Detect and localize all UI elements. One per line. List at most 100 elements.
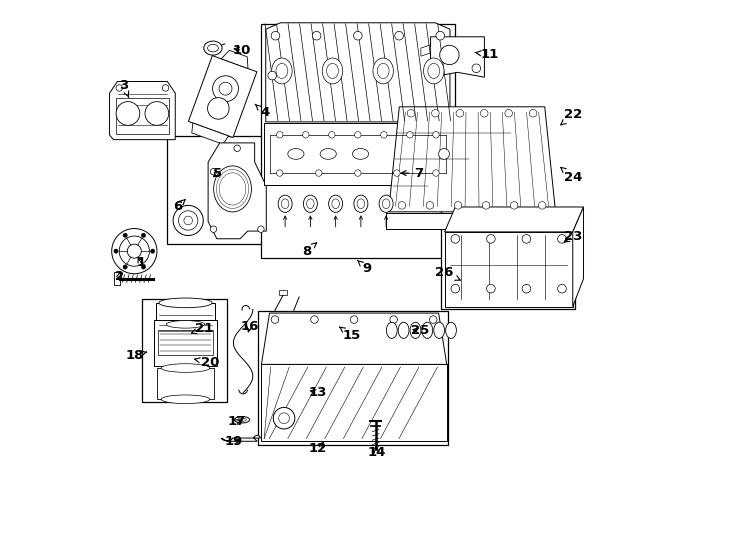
- Ellipse shape: [373, 58, 393, 84]
- Ellipse shape: [434, 322, 445, 339]
- Circle shape: [350, 316, 358, 323]
- Ellipse shape: [446, 322, 457, 339]
- Ellipse shape: [307, 199, 314, 208]
- Polygon shape: [573, 207, 584, 307]
- Circle shape: [538, 201, 546, 209]
- Circle shape: [433, 170, 439, 176]
- Polygon shape: [109, 82, 175, 140]
- Polygon shape: [114, 272, 120, 285]
- Circle shape: [119, 236, 150, 266]
- Text: 10: 10: [233, 44, 251, 57]
- Ellipse shape: [214, 166, 252, 212]
- Circle shape: [454, 201, 462, 209]
- Text: 24: 24: [561, 167, 582, 184]
- Circle shape: [234, 145, 241, 152]
- Circle shape: [302, 132, 309, 138]
- Circle shape: [407, 132, 413, 138]
- Text: 17: 17: [228, 415, 246, 428]
- FancyBboxPatch shape: [167, 137, 272, 244]
- Ellipse shape: [332, 199, 339, 208]
- Circle shape: [142, 265, 145, 269]
- Ellipse shape: [424, 58, 444, 84]
- Ellipse shape: [159, 298, 212, 308]
- Ellipse shape: [208, 44, 218, 52]
- Circle shape: [482, 201, 490, 209]
- Text: 3: 3: [119, 79, 129, 98]
- FancyBboxPatch shape: [156, 303, 215, 336]
- Circle shape: [173, 205, 203, 235]
- Circle shape: [381, 132, 387, 138]
- Circle shape: [178, 211, 198, 230]
- Circle shape: [390, 316, 397, 323]
- FancyBboxPatch shape: [158, 330, 213, 355]
- Circle shape: [472, 64, 481, 72]
- Ellipse shape: [167, 321, 205, 328]
- Text: 21: 21: [192, 322, 214, 335]
- Circle shape: [116, 85, 123, 91]
- Polygon shape: [431, 37, 484, 77]
- Text: 26: 26: [435, 266, 460, 280]
- Circle shape: [451, 234, 459, 243]
- Polygon shape: [279, 290, 287, 295]
- Circle shape: [313, 31, 321, 40]
- Circle shape: [456, 110, 464, 117]
- Circle shape: [522, 285, 531, 293]
- FancyBboxPatch shape: [157, 368, 214, 399]
- Circle shape: [114, 249, 118, 253]
- Ellipse shape: [352, 148, 368, 159]
- Ellipse shape: [354, 195, 368, 212]
- Circle shape: [219, 82, 232, 95]
- Circle shape: [407, 110, 415, 117]
- Text: 2: 2: [115, 270, 124, 283]
- Text: 16: 16: [241, 320, 259, 333]
- Circle shape: [145, 102, 169, 125]
- Text: 8: 8: [302, 242, 316, 258]
- Circle shape: [162, 85, 169, 91]
- Ellipse shape: [217, 170, 249, 208]
- Circle shape: [277, 132, 283, 138]
- FancyBboxPatch shape: [142, 299, 227, 402]
- Circle shape: [440, 45, 459, 65]
- Ellipse shape: [329, 195, 343, 212]
- Circle shape: [150, 249, 155, 253]
- Circle shape: [258, 226, 264, 232]
- FancyBboxPatch shape: [258, 312, 448, 445]
- Circle shape: [398, 201, 406, 209]
- Circle shape: [208, 98, 229, 119]
- Circle shape: [395, 31, 404, 40]
- Ellipse shape: [303, 195, 317, 212]
- FancyBboxPatch shape: [261, 24, 455, 258]
- Polygon shape: [261, 313, 447, 365]
- Circle shape: [355, 132, 361, 138]
- Text: 19: 19: [225, 435, 242, 448]
- Text: 15: 15: [340, 327, 361, 342]
- Circle shape: [123, 233, 127, 238]
- Text: 7: 7: [401, 166, 424, 179]
- Text: 14: 14: [368, 446, 386, 458]
- Polygon shape: [421, 45, 431, 56]
- Ellipse shape: [399, 322, 409, 339]
- FancyBboxPatch shape: [441, 207, 575, 309]
- Text: 25: 25: [410, 324, 429, 337]
- Circle shape: [210, 168, 217, 175]
- Circle shape: [271, 31, 280, 40]
- Circle shape: [268, 71, 277, 80]
- Circle shape: [426, 201, 434, 209]
- Polygon shape: [189, 56, 257, 138]
- Polygon shape: [266, 23, 450, 122]
- Circle shape: [429, 316, 437, 323]
- FancyBboxPatch shape: [116, 98, 169, 134]
- Ellipse shape: [288, 148, 304, 159]
- Circle shape: [279, 413, 289, 423]
- Circle shape: [510, 201, 518, 209]
- Ellipse shape: [272, 58, 292, 84]
- Polygon shape: [208, 143, 266, 239]
- Ellipse shape: [238, 418, 247, 421]
- Circle shape: [273, 408, 295, 429]
- Text: 20: 20: [195, 356, 219, 369]
- Ellipse shape: [204, 41, 222, 55]
- Ellipse shape: [219, 173, 246, 205]
- Circle shape: [210, 226, 217, 232]
- Circle shape: [277, 170, 283, 176]
- Text: 23: 23: [564, 230, 582, 243]
